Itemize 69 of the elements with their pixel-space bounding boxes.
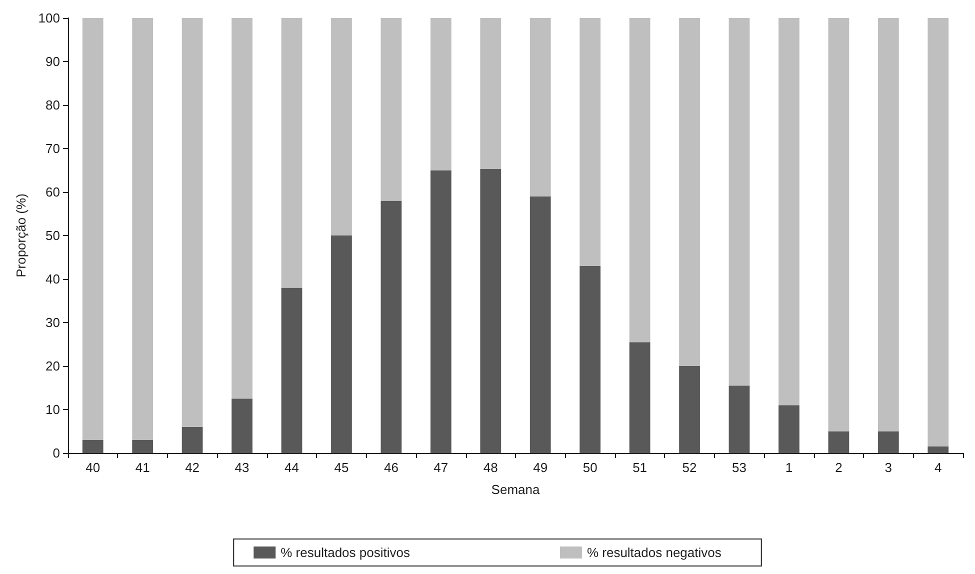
bar: [232, 398, 252, 453]
bar: [629, 342, 650, 453]
y-tick-label: 50: [46, 228, 60, 243]
bar: [82, 18, 104, 440]
bar: [182, 426, 203, 453]
x-tick-label: 50: [582, 460, 598, 475]
bar: [380, 200, 402, 453]
bar: [182, 18, 203, 427]
bar: [82, 440, 104, 453]
x-tick-label: 43: [234, 460, 250, 475]
bar: [232, 18, 252, 399]
x-tick-label: 42: [185, 460, 200, 475]
bar: [430, 18, 452, 170]
y-tick-label: 60: [46, 184, 60, 200]
bar: [828, 18, 850, 432]
bar: [281, 288, 302, 453]
bar: [480, 18, 502, 169]
x-tick-label: 49: [533, 460, 548, 475]
bar: [530, 18, 551, 196]
bar: [480, 168, 502, 453]
y-tick-label: 90: [46, 54, 60, 69]
bar: [331, 236, 352, 453]
bar: [679, 18, 700, 366]
bar: [580, 18, 601, 266]
x-tick-label: 53: [732, 460, 746, 475]
y-tick-label: 70: [46, 141, 60, 156]
x-tick-label: 52: [682, 460, 697, 475]
y-tick-label: 100: [38, 10, 60, 26]
x-tick-label: 40: [86, 460, 100, 475]
bar: [580, 266, 601, 453]
bar: [928, 446, 949, 453]
x-axis-title: Semana: [491, 482, 540, 497]
bar: [778, 405, 800, 453]
bar: [878, 18, 899, 432]
bar: [679, 366, 700, 453]
x-tick-label: 44: [284, 460, 299, 475]
y-axis-title: Proporção (%): [13, 194, 28, 278]
x-tick-label: 45: [334, 460, 349, 475]
bar: [828, 431, 850, 453]
bar: [629, 18, 650, 342]
x-tick-label: 48: [483, 460, 498, 475]
x-tick-label: 47: [434, 460, 448, 475]
bar: [331, 18, 352, 236]
bar: [132, 18, 154, 440]
x-tick-label: 2: [835, 460, 842, 475]
bar: [728, 18, 750, 386]
y-tick-label: 10: [46, 402, 60, 417]
legend-label: % resultados negativos: [586, 545, 722, 560]
bar: [728, 386, 750, 453]
y-tick-label: 0: [52, 446, 60, 460]
bar: [430, 170, 452, 453]
y-tick-label: 40: [46, 272, 60, 286]
bar: [530, 196, 551, 453]
bar: [778, 18, 800, 406]
x-tick-label: 46: [384, 460, 398, 475]
bar: [132, 440, 154, 453]
bar: [380, 18, 402, 201]
y-tick-label: 20: [46, 358, 60, 374]
y-tick-label: 80: [46, 98, 60, 112]
bar: [878, 431, 899, 453]
x-tick-label: 4: [934, 460, 942, 475]
x-tick-label: 1: [785, 460, 793, 475]
x-tick-label: 51: [632, 460, 648, 475]
x-tick-label: 41: [135, 460, 150, 475]
x-tick-label: 3: [884, 460, 892, 475]
bar: [928, 18, 949, 446]
bar: [281, 18, 302, 288]
legend-label: % resultados positivos: [280, 545, 410, 560]
y-tick-label: 30: [46, 315, 60, 330]
